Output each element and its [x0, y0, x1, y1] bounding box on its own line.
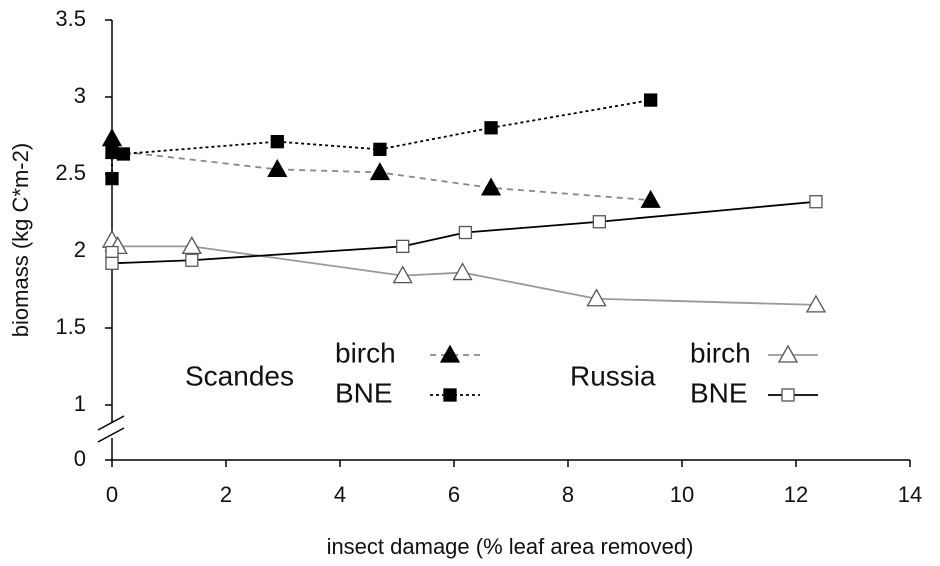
x-tick-label: 14 [898, 482, 922, 507]
y-tick-label: 0 [74, 446, 86, 471]
point [640, 189, 661, 208]
legend-group: Scandes [185, 360, 294, 391]
point [452, 262, 473, 281]
x-tick-label: 6 [448, 482, 460, 507]
axis-break [97, 415, 125, 431]
x-tick-label: 4 [334, 482, 346, 507]
point [373, 142, 387, 157]
x-tick-label: 0 [106, 482, 118, 507]
legend-marker [781, 388, 795, 402]
point [396, 239, 410, 254]
legend-label: birch [335, 337, 396, 368]
point [392, 265, 413, 284]
legend-marker [443, 388, 457, 402]
point [267, 159, 288, 178]
legend-group: Russia [570, 360, 656, 391]
x-tick-label: 10 [670, 482, 694, 507]
legend-label: BNE [690, 377, 748, 408]
x-axis-label: insect damage (% leaf area removed) [327, 534, 694, 559]
legend-label: birch [690, 337, 751, 368]
point [116, 147, 131, 161]
point [185, 253, 199, 267]
x-tick-label: 2 [220, 482, 232, 507]
point [458, 225, 473, 240]
legend-marker [439, 344, 461, 363]
point [805, 294, 827, 313]
point [101, 128, 123, 147]
y-tick-label: 2.5 [55, 160, 86, 185]
point [105, 256, 119, 270]
x-tick-label: 8 [562, 482, 574, 507]
point [586, 288, 607, 307]
point [270, 135, 284, 149]
y-tick-label: 3.5 [55, 6, 86, 31]
point [181, 236, 202, 255]
legend-label: BNE [335, 377, 393, 408]
y-tick-label: 1.5 [55, 314, 86, 339]
point [592, 215, 606, 229]
point [105, 171, 119, 186]
axis-break [97, 427, 125, 443]
x-tick-label: 12 [784, 482, 808, 507]
point [480, 177, 502, 196]
point [809, 195, 823, 209]
y-tick-label: 1 [74, 391, 86, 416]
legend-marker [777, 344, 799, 363]
point [105, 145, 119, 160]
point [369, 162, 391, 181]
y-axis-label: biomass (kg C*m-2) [8, 143, 33, 337]
point [644, 93, 658, 107]
y-tick-label: 3 [74, 83, 86, 108]
y-tick-label: 2 [74, 237, 86, 262]
point [484, 121, 498, 135]
